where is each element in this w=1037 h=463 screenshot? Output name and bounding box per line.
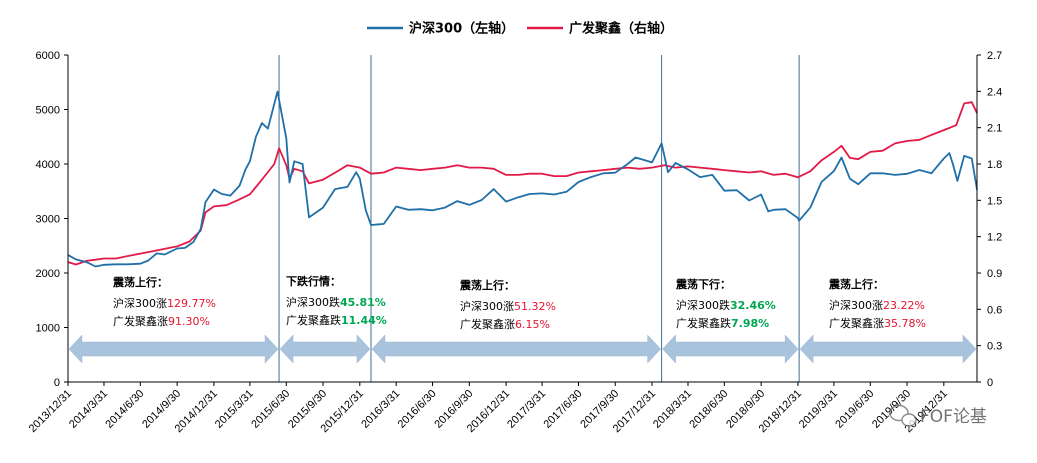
period-hs300-change-1: 沪深300涨129.77%: [113, 296, 216, 310]
period-hs300-value-5: 23.22%: [883, 299, 925, 312]
period-fund-label-4: 广发聚鑫跌: [676, 316, 731, 330]
period-arrow-5: [799, 334, 977, 364]
wechat-icon: [889, 404, 917, 427]
period-title-2: 下跌行情：: [286, 274, 341, 288]
series-line-2: [67, 101, 978, 266]
wechat-bubble-small: [901, 413, 917, 427]
period-hs300-change-3: 沪深300涨51.32%: [460, 299, 556, 313]
period-hs300-label-1: 沪深300涨: [113, 296, 167, 310]
period-hs300-label-2: 沪深300跌: [286, 295, 340, 309]
period-fund-change-5: 广发聚鑫涨35.78%: [829, 316, 926, 330]
period-hs300-value-2: 45.81%: [340, 296, 386, 309]
period-arrow-4: [662, 334, 799, 364]
wechat-bubble-large: [889, 404, 909, 422]
period-fund-label-3: 广发聚鑫涨: [460, 317, 515, 331]
x-tick-label-17: 2018/3/31: [651, 388, 694, 431]
left-tick-label-1: 1000: [36, 323, 60, 335]
period-title-4: 震荡下行：: [675, 277, 731, 291]
x-tick-label-10: 2016/6/30: [396, 388, 439, 431]
period-fund-value-2: 11.44%: [341, 314, 387, 327]
series-lines: [67, 90, 978, 268]
right-tick-label-8: 2.4: [987, 86, 1002, 98]
period-arrow-2: [279, 334, 371, 364]
period-fund-value-1: 91.30%: [168, 315, 210, 328]
period-fund-value-4: 7.98%: [731, 317, 769, 330]
period-fund-label-2: 广发聚鑫跌: [286, 313, 341, 327]
period-dividers: [278, 55, 800, 382]
period-arrow-1: [68, 334, 279, 364]
x-tick-label-6: 2015/6/30: [249, 388, 292, 431]
x-tick-label-22: 2019/6/30: [833, 388, 876, 431]
watermark-text: FOF论基: [920, 407, 987, 427]
period-hs300-change-5: 沪深300涨23.22%: [829, 298, 925, 312]
x-tick-label-13: 2017/3/31: [505, 388, 548, 431]
period-hs300-label-4: 沪深300跌: [676, 298, 730, 312]
x-tick-label-18: 2018/6/30: [687, 388, 730, 431]
period-fund-change-3: 广发聚鑫涨6.15%: [460, 317, 550, 331]
right-tick-label-1: 0.3: [987, 341, 1002, 353]
period-fund-label-1: 广发聚鑫涨: [113, 314, 168, 328]
period-arrows: [68, 334, 977, 364]
series-line-1: [67, 90, 978, 268]
period-arrow-3: [371, 334, 661, 364]
period-hs300-value-4: 32.46%: [730, 299, 776, 312]
left-tick-label-4: 4000: [36, 159, 60, 171]
watermark: FOF论基: [889, 404, 987, 427]
right-tick-label-3: 0.9: [987, 268, 1002, 280]
left-tick-label-6: 6000: [36, 50, 60, 62]
period-hs300-label-3: 沪深300涨: [460, 299, 514, 313]
left-tick-label-2: 2000: [36, 268, 60, 280]
period-fund-label-5: 广发聚鑫涨: [829, 316, 884, 330]
right-tick-label-6: 1.8: [987, 159, 1002, 171]
period-hs300-label-5: 沪深300涨: [829, 298, 883, 312]
left-tick-label-5: 5000: [36, 105, 60, 117]
right-tick-label-4: 1.2: [987, 232, 1002, 244]
period-fund-change-1: 广发聚鑫涨91.30%: [113, 314, 210, 328]
x-tick-label-1: 2014/3/31: [67, 388, 110, 431]
period-fund-change-4: 广发聚鑫跌7.98%: [676, 316, 769, 330]
period-hs300-value-3: 51.32%: [514, 300, 556, 313]
right-tick-label-7: 2.1: [987, 123, 1002, 135]
x-tick-label-2: 2014/6/30: [103, 388, 146, 431]
left-tick-label-0: 0: [54, 377, 60, 389]
x-tick-label-14: 2017/6/30: [541, 388, 584, 431]
x-tick-label-9: 2016/3/31: [359, 388, 402, 431]
period-hs300-change-4: 沪深300跌32.46%: [676, 298, 776, 312]
axes: 0 1000 2000 3000 4000 5000 6000 0 0.3 0.6 0.9 1.2 1.…: [27, 50, 1003, 435]
left-tick-label-3: 3000: [36, 214, 60, 226]
legend-label-2: 广发聚鑫（右轴）: [569, 21, 673, 37]
period-hs300-value-1: 129.77%: [167, 297, 216, 310]
period-title-3: 震荡上行：: [459, 278, 515, 292]
period-fund-value-5: 35.78%: [884, 317, 926, 330]
period-fund-change-2: 广发聚鑫跌11.44%: [286, 313, 387, 327]
right-tick-label-2: 0.6: [987, 304, 1002, 316]
right-tick-label-0: 0: [987, 377, 993, 389]
x-tick-label-21: 2019/3/31: [797, 388, 840, 431]
period-hs300-change-2: 沪深300跌45.81%: [286, 295, 386, 309]
right-tick-label-5: 1.5: [987, 195, 1002, 207]
period-title-1: 震荡上行：: [112, 275, 168, 289]
period-fund-value-3: 6.15%: [515, 318, 550, 331]
period-title-5: 震荡上行：: [828, 277, 884, 291]
legend-label-1: 沪深300（左轴）: [409, 21, 514, 37]
right-tick-label-9: 2.7: [987, 50, 1002, 62]
period-annotations: 震荡上行：沪深300涨129.77%广发聚鑫涨91.30%下跌行情：沪深300跌…: [112, 274, 926, 331]
legend: 沪深300（左轴） 广发聚鑫（右轴）: [367, 21, 673, 37]
x-tick-label-5: 2015/3/31: [213, 388, 256, 431]
x-tick-label-0: 2013/12/31: [27, 388, 74, 435]
